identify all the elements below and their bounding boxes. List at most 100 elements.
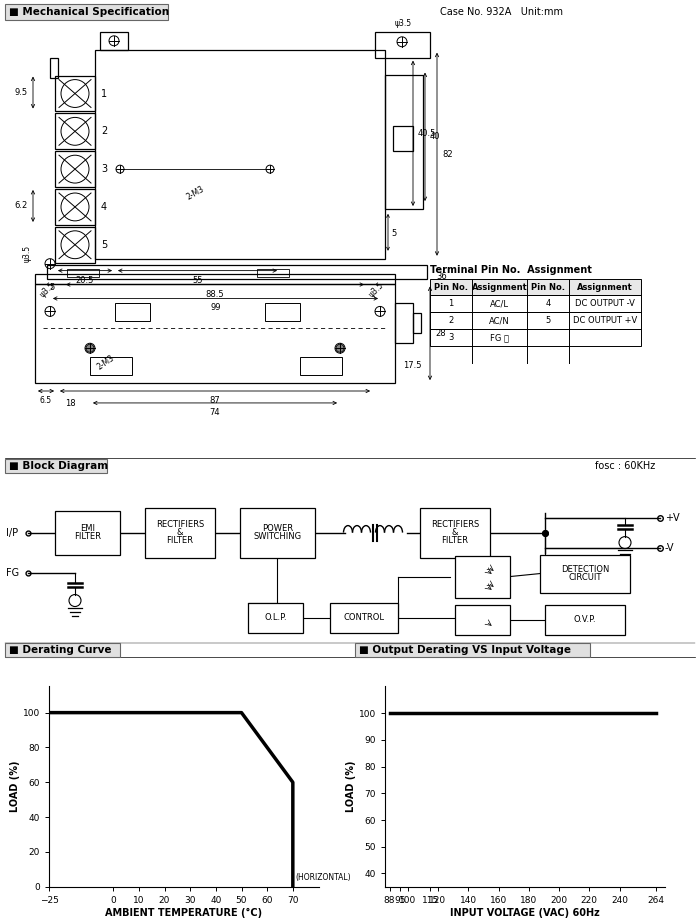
Text: &: & [176, 528, 183, 537]
Text: 2: 2 [449, 316, 454, 325]
Text: Assignment: Assignment [577, 282, 633, 291]
Text: 5: 5 [545, 316, 551, 325]
Text: FG: FG [6, 568, 19, 577]
Text: 82: 82 [442, 150, 453, 159]
Text: ■ Block Diagram: ■ Block Diagram [9, 460, 108, 471]
Text: POWER: POWER [262, 524, 293, 533]
Text: FILTER: FILTER [442, 536, 468, 545]
Bar [355, 643, 590, 657]
Text: ■ Output Derating VS Input Voltage: ■ Output Derating VS Input Voltage [359, 645, 571, 655]
Bar [35, 284, 395, 383]
Text: 55: 55 [193, 276, 203, 285]
Circle shape [336, 345, 344, 352]
Text: RECTIFIERS: RECTIFIERS [431, 520, 479, 529]
Bar [35, 274, 395, 284]
Bar [413, 313, 421, 334]
Bar [300, 357, 342, 375]
Text: AC/L: AC/L [490, 300, 509, 309]
Text: Pin No.: Pin No. [434, 282, 468, 291]
Bar [240, 507, 315, 558]
Text: 36: 36 [436, 272, 447, 280]
Bar [95, 50, 385, 258]
Bar [455, 556, 510, 597]
Bar [55, 189, 95, 225]
Text: 2-M3: 2-M3 [95, 353, 116, 371]
Text: fosc : 60KHz: fosc : 60KHz [595, 460, 655, 471]
Text: ■ Mechanical Specification: ■ Mechanical Specification [9, 7, 169, 17]
Bar [385, 74, 423, 209]
Bar [393, 126, 413, 152]
Text: 28: 28 [435, 329, 446, 338]
Bar [5, 4, 168, 20]
Bar [420, 507, 490, 558]
Text: 2-M3: 2-M3 [185, 184, 206, 201]
Text: &: & [452, 528, 458, 537]
Text: +V: +V [665, 513, 680, 523]
Text: AC/N: AC/N [489, 316, 510, 325]
X-axis label: AMBIENT TEMPERATURE (°C): AMBIENT TEMPERATURE (°C) [105, 908, 262, 918]
Text: -V: -V [665, 542, 675, 552]
Text: Assignment: Assignment [472, 282, 527, 291]
Text: Case No. 932A   Unit:mm: Case No. 932A Unit:mm [440, 7, 563, 17]
Bar [5, 459, 107, 472]
Text: 9.5: 9.5 [15, 88, 28, 97]
Text: ψ3.5: ψ3.5 [394, 19, 412, 28]
Bar [47, 265, 427, 278]
Bar [55, 75, 95, 111]
Bar [430, 312, 641, 329]
Bar [100, 32, 128, 50]
Bar [375, 32, 430, 58]
Bar [248, 603, 303, 632]
X-axis label: INPUT VOLTAGE (VAC) 60Hz: INPUT VOLTAGE (VAC) 60Hz [450, 908, 600, 918]
Text: EMI: EMI [80, 524, 95, 533]
Bar [5, 643, 120, 657]
Text: 87: 87 [209, 396, 220, 405]
Text: 40: 40 [430, 132, 440, 142]
Bar [55, 152, 95, 187]
Text: 1: 1 [449, 300, 454, 309]
Bar [430, 329, 641, 346]
Bar [545, 605, 625, 634]
Text: CONTROL: CONTROL [344, 613, 384, 622]
Text: 3: 3 [448, 334, 454, 342]
Text: 2: 2 [101, 126, 107, 136]
Text: O.L.P.: O.L.P. [264, 613, 287, 622]
Text: CIRCUIT: CIRCUIT [568, 573, 602, 582]
Text: 5: 5 [50, 282, 55, 291]
Text: SWITCHING: SWITCHING [253, 532, 302, 541]
Bar [540, 554, 630, 593]
Text: 1: 1 [101, 88, 107, 98]
Text: DC OUTPUT -V: DC OUTPUT -V [575, 300, 635, 309]
Bar [55, 511, 120, 554]
Bar [455, 605, 510, 634]
Circle shape [86, 345, 94, 352]
Bar [265, 303, 300, 322]
Text: DETECTION: DETECTION [561, 565, 609, 574]
Text: 5: 5 [391, 230, 396, 238]
Text: 18: 18 [64, 399, 76, 408]
Text: (HORIZONTAL): (HORIZONTAL) [295, 873, 351, 881]
Y-axis label: LOAD (%): LOAD (%) [346, 761, 356, 812]
Text: O.V.P.: O.V.P. [574, 615, 596, 624]
Text: DC OUTPUT +V: DC OUTPUT +V [573, 316, 637, 325]
Bar [115, 303, 150, 322]
Bar [67, 268, 99, 277]
Text: 88.5: 88.5 [206, 289, 224, 299]
Text: 6.2: 6.2 [15, 201, 28, 210]
Text: Terminal Pin No.  Assignment: Terminal Pin No. Assignment [430, 265, 592, 275]
Text: ψ3.5: ψ3.5 [367, 281, 386, 300]
Bar [330, 603, 398, 632]
Text: 40.5: 40.5 [418, 129, 436, 138]
Text: 4: 4 [101, 202, 107, 212]
Text: 6.5: 6.5 [40, 396, 52, 405]
Bar [50, 58, 58, 77]
Text: FILTER: FILTER [167, 536, 193, 545]
Bar [395, 303, 413, 343]
Bar [55, 113, 95, 149]
Text: 3: 3 [101, 165, 107, 174]
Text: 17.5: 17.5 [403, 361, 421, 370]
Bar [430, 296, 641, 312]
Text: 5: 5 [101, 240, 107, 250]
Text: RECTIFIERS: RECTIFIERS [156, 520, 204, 529]
Text: FILTER: FILTER [74, 532, 101, 541]
